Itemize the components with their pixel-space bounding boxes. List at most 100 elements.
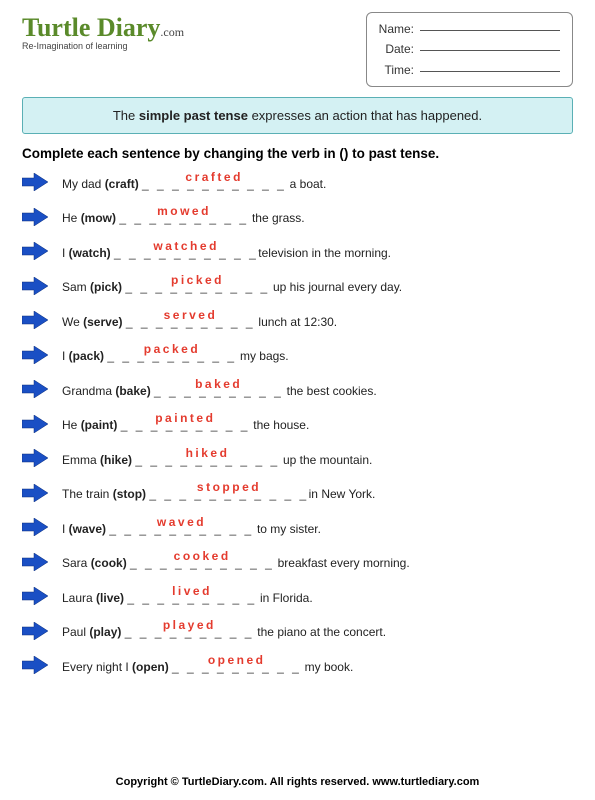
logo-tagline: Re-Imagination of learning [22,41,184,51]
arrow-icon [22,208,48,226]
sentence-pre: The train [62,487,113,501]
footer: Copyright © TurtleDiary.com. All rights … [0,776,595,788]
arrow-icon [22,484,48,502]
bullet-arrow [22,208,48,229]
bullet-arrow [22,173,48,194]
sentence-post: in New York. [309,487,376,501]
arrow-icon [22,173,48,191]
sentence-post: up the mountain. [280,453,373,467]
arrow-icon [22,553,48,571]
bullet-arrow [22,277,48,298]
bullet-arrow [22,242,48,263]
sentence-pre: Sara [62,556,91,570]
meta-date-line [420,39,560,51]
answer-text: packed [144,342,200,356]
given-verb: (wave) [69,522,106,536]
given-verb: (mow) [81,211,116,225]
logo-text: Turtle Diary [22,13,160,42]
answer-blank: _ _ _ _ _ _ _ _ _ _ _stopped [149,487,308,501]
rule-t2: expresses an action that has happened. [248,108,482,123]
answer-text: mowed [157,204,211,218]
sentence-pre: Sam [62,280,90,294]
sentence-post: up his journal every day. [270,280,403,294]
sentence: Sara (cook) _ _ _ _ _ _ _ _ _ _cooked br… [62,556,573,570]
given-verb: (cook) [91,556,127,570]
items-list: My dad (craft) _ _ _ _ _ _ _ _ _ _crafte… [22,173,573,677]
answer-text: baked [195,377,242,391]
bullet-arrow [22,587,48,608]
logo-dotcom: .com [160,25,184,39]
sentence-pre: Paul [62,625,89,639]
meta-time-line [420,60,560,72]
answer-blank: _ _ _ _ _ _ _ _ _ _picked [125,280,269,294]
sentence-pre: My dad [62,177,105,191]
answer-text: watched [153,239,219,253]
sentence-pre: I [62,349,69,363]
answer-blank: _ _ _ _ _ _ _ _ _opened [172,660,301,674]
given-verb: (serve) [83,315,122,329]
bullet-arrow [22,622,48,643]
arrow-icon [22,518,48,536]
answer-blank: _ _ _ _ _ _ _ _ _mowed [119,211,248,225]
sentence: He (mow) _ _ _ _ _ _ _ _ _mowed the gras… [62,211,573,225]
meta-name-line [420,19,560,31]
answer-blank: _ _ _ _ _ _ _ _ _ _watched [114,246,258,260]
answer-text: crafted [185,170,243,184]
bullet-arrow [22,311,48,332]
answer-blank: _ _ _ _ _ _ _ _ _baked [154,384,283,398]
answer-blank: _ _ _ _ _ _ _ _ _played [125,625,254,639]
meta-name: Name: [379,19,560,39]
exercise-item: Paul (play) _ _ _ _ _ _ _ _ _played the … [22,622,573,643]
sentence-post: the piano at the concert. [254,625,386,639]
sentence-post: the house. [250,418,309,432]
sentence: Grandma (bake) _ _ _ _ _ _ _ _ _baked th… [62,384,573,398]
given-verb: (hike) [100,453,132,467]
meta-date-label: Date: [385,39,414,59]
sentence: Paul (play) _ _ _ _ _ _ _ _ _played the … [62,625,573,639]
exercise-item: Laura (live) _ _ _ _ _ _ _ _ _lived in F… [22,587,573,608]
sentence: I (wave) _ _ _ _ _ _ _ _ _ _waved to my … [62,522,573,536]
answer-blank: _ _ _ _ _ _ _ _ _ _crafted [142,177,286,191]
given-verb: (open) [132,660,169,674]
answer-text: stopped [197,480,261,494]
meta-time: Time: [379,60,560,80]
sentence-post: breakfast every morning. [274,556,409,570]
sentence-post: lunch at 12:30. [255,315,337,329]
sentence: He (paint) _ _ _ _ _ _ _ _ _painted the … [62,418,573,432]
meta-box: Name: Date: Time: [366,12,573,87]
sentence: I (watch) _ _ _ _ _ _ _ _ _ _watchedtele… [62,246,573,260]
exercise-item: The train (stop) _ _ _ _ _ _ _ _ _ _ _st… [22,484,573,505]
bullet-arrow [22,449,48,470]
answer-text: lived [172,584,212,598]
arrow-icon [22,415,48,433]
exercise-item: He (mow) _ _ _ _ _ _ _ _ _mowed the gras… [22,208,573,229]
exercise-item: Every night I (open) _ _ _ _ _ _ _ _ _op… [22,656,573,677]
bullet-arrow [22,415,48,436]
bullet-arrow [22,346,48,367]
arrow-icon [22,587,48,605]
sentence-pre: Laura [62,591,96,605]
bullet-arrow [22,380,48,401]
answer-text: hiked [186,446,230,460]
sentence: Sam (pick) _ _ _ _ _ _ _ _ _ _picked up … [62,280,573,294]
sentence-pre: I [62,522,69,536]
answer-blank: _ _ _ _ _ _ _ _ _served [126,315,255,329]
given-verb: (craft) [105,177,139,191]
sentence-post: the grass. [249,211,305,225]
arrow-icon [22,311,48,329]
sentence: We (serve) _ _ _ _ _ _ _ _ _served lunch… [62,315,573,329]
given-verb: (pick) [90,280,122,294]
answer-text: picked [171,273,224,287]
rule-bold: simple past tense [139,108,248,123]
arrow-icon [22,656,48,674]
sentence: Every night I (open) _ _ _ _ _ _ _ _ _op… [62,660,573,674]
meta-name-label: Name: [379,19,414,39]
sentence-post: my bags. [237,349,289,363]
bullet-arrow [22,553,48,574]
answer-blank: _ _ _ _ _ _ _ _ _ _hiked [135,453,279,467]
exercise-item: Emma (hike) _ _ _ _ _ _ _ _ _ _hiked up … [22,449,573,470]
sentence: Emma (hike) _ _ _ _ _ _ _ _ _ _hiked up … [62,453,573,467]
exercise-item: We (serve) _ _ _ _ _ _ _ _ _served lunch… [22,311,573,332]
exercise-item: I (watch) _ _ _ _ _ _ _ _ _ _watchedtele… [22,242,573,263]
meta-time-label: Time: [384,60,414,80]
